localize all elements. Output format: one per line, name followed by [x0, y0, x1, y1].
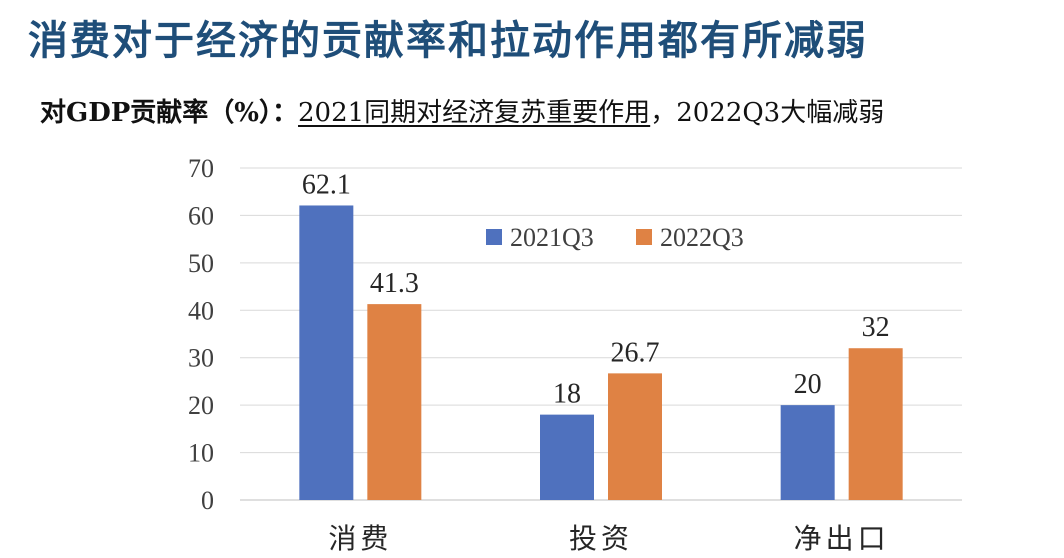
x-axis-ticks: 消费 投资 净出口 — [328, 523, 890, 555]
data-label: 20 — [794, 369, 822, 400]
bar — [848, 348, 903, 500]
data-labels: 62.1 41.3 18 26.7 20 32 — [302, 169, 890, 409]
data-label: 62.1 — [302, 169, 351, 200]
subtitle-tail: ，2022Q3大幅减弱 — [650, 98, 885, 128]
legend-swatch — [636, 229, 652, 245]
y-tick-label: 30 — [188, 344, 214, 373]
y-axis-ticks: 0 10 20 30 40 50 60 70 — [188, 154, 214, 515]
data-label: 41.3 — [370, 268, 419, 299]
data-label: 18 — [553, 379, 581, 410]
x-tick-label: 净出口 — [794, 523, 890, 555]
legend: 2021Q3 2022Q3 — [486, 223, 744, 252]
legend-label: 2021Q3 — [510, 223, 594, 252]
subtitle-underlined: 2021同期对经济复苏重要作用 — [298, 98, 651, 128]
bar — [780, 405, 835, 500]
x-tick-label: 投资 — [569, 523, 633, 555]
legend-swatch — [486, 229, 502, 245]
page-title: 消费对于经济的贡献率和拉动作用都有所减弱 — [28, 18, 868, 64]
y-tick-label: 0 — [201, 486, 214, 515]
x-tick-label: 消费 — [328, 523, 392, 555]
data-label: 26.7 — [611, 337, 660, 368]
bar — [367, 304, 422, 500]
y-tick-label: 40 — [188, 296, 214, 325]
bar — [608, 373, 662, 500]
chart-subtitle: 对GDP贡献率（%）：2021同期对经济复苏重要作用，2022Q3大幅减弱 — [40, 92, 884, 129]
bar — [299, 205, 354, 500]
subtitle-lead: 对GDP贡献率（%）： — [40, 98, 299, 128]
y-tick-label: 20 — [188, 391, 214, 420]
gridlines — [240, 167, 962, 501]
y-tick-label: 10 — [188, 439, 214, 468]
legend-label: 2022Q3 — [660, 223, 744, 252]
y-tick-label: 70 — [188, 154, 214, 183]
bars — [299, 205, 903, 500]
bar — [540, 414, 594, 500]
data-label: 32 — [862, 312, 890, 343]
y-tick-label: 60 — [188, 201, 214, 230]
y-tick-label: 50 — [188, 249, 214, 278]
